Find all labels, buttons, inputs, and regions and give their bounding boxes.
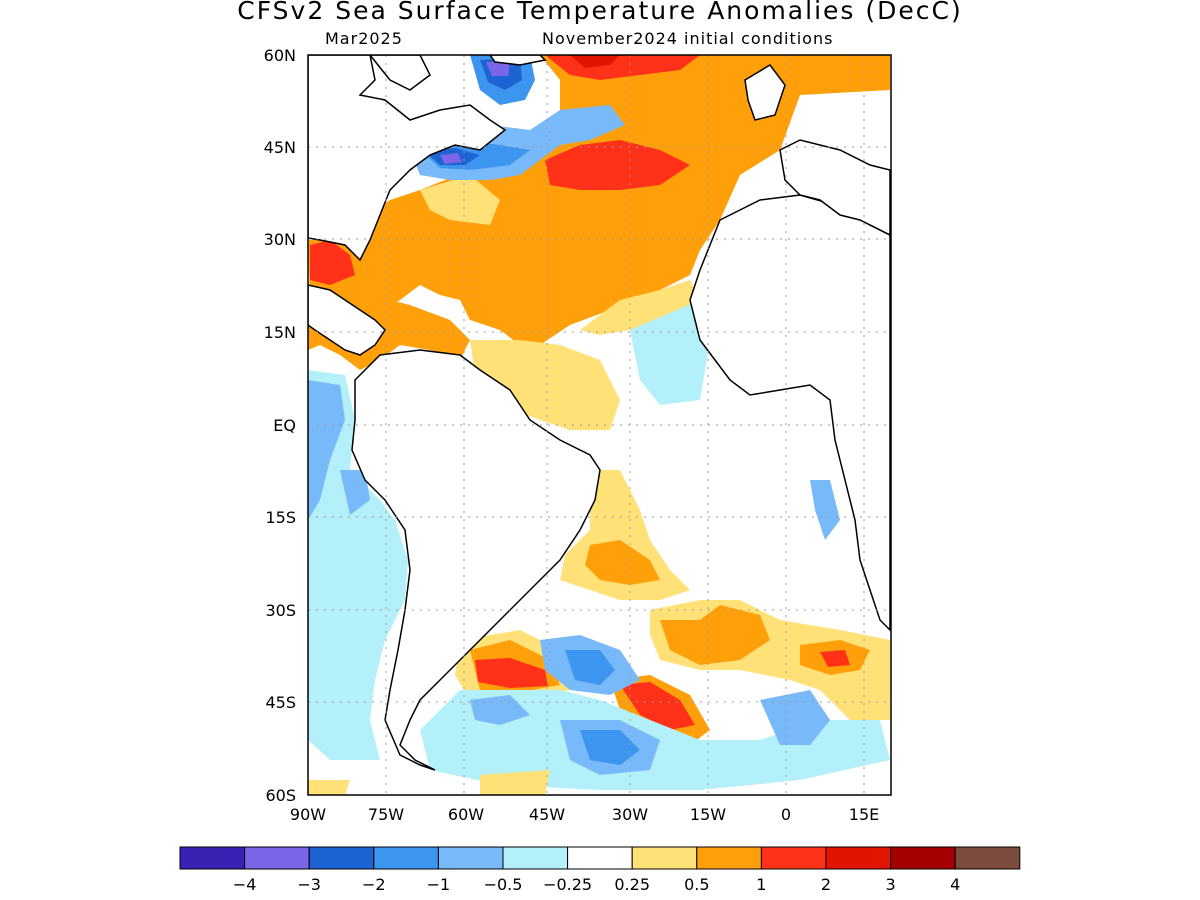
lat-label: 30S xyxy=(265,601,296,620)
colorbar-swatch xyxy=(373,846,439,870)
colorbar-label: 3 xyxy=(886,875,896,894)
lon-label: 15E xyxy=(849,805,879,824)
colorbar-label: 1 xyxy=(756,875,766,894)
lat-label: 45N xyxy=(264,138,296,157)
colorbar-swatch xyxy=(437,846,504,870)
colorbar-swatch xyxy=(308,846,375,870)
colorbar-label: 4 xyxy=(950,875,960,894)
lat-label: 45S xyxy=(265,693,296,712)
colorbar-swatch xyxy=(954,846,1021,870)
forecast-month-label: Mar2025 xyxy=(325,29,403,48)
colorbar-label: 0.5 xyxy=(684,875,709,894)
lat-label: 60S xyxy=(265,786,296,805)
lon-label: 75W xyxy=(368,805,404,824)
lat-label: 30N xyxy=(264,230,296,249)
gridlines xyxy=(308,55,891,795)
colorbar-label: −4 xyxy=(233,875,257,894)
anomaly-field xyxy=(308,55,891,795)
colorbar-label: −2 xyxy=(362,875,386,894)
lon-label: 15W xyxy=(690,805,726,824)
lat-label: 15N xyxy=(264,323,296,342)
uk-land xyxy=(744,64,786,121)
colorbar-label: 0.25 xyxy=(614,875,650,894)
colorbar-label: −0.25 xyxy=(543,875,592,894)
pacific-coast-cool-band xyxy=(308,370,408,760)
coastline xyxy=(308,55,891,771)
south-america-land xyxy=(351,349,601,771)
colorbar-swatch xyxy=(825,846,892,870)
lon-axis: 90W 75W 60W 45W 30W 15W 0 15E xyxy=(290,805,879,824)
colorbar-label: −3 xyxy=(297,875,321,894)
lat-label: 15S xyxy=(265,508,296,527)
lat-axis: 60N 45N 30N 15N EQ 15S 30S 45S 60S xyxy=(264,46,296,805)
north-america-land xyxy=(308,55,507,262)
colorbar-label: −0.5 xyxy=(484,875,523,894)
lon-label: 60W xyxy=(448,805,484,824)
lat-label-equator: EQ xyxy=(273,416,296,435)
colorbar-label: 2 xyxy=(821,875,831,894)
colorbar-swatch xyxy=(631,846,698,870)
colorbar-swatch xyxy=(179,846,246,870)
colorbar-label: −1 xyxy=(427,875,451,894)
warm-core-mid-atlantic xyxy=(545,140,690,190)
colorbar-swatch xyxy=(890,846,956,870)
north-atlantic-warm-region xyxy=(308,55,890,345)
lon-label: 0 xyxy=(781,805,791,824)
colorbar-swatch xyxy=(696,846,762,870)
colorbar-swatch xyxy=(244,846,310,870)
europe-land xyxy=(779,139,891,237)
lon-label: 45W xyxy=(529,805,565,824)
lon-label: 90W xyxy=(290,805,326,824)
lat-label: 60N xyxy=(264,46,296,65)
initial-conditions-label: November2024 initial conditions xyxy=(542,29,834,48)
colorbar-swatch xyxy=(760,846,827,870)
greenland-land xyxy=(369,55,431,91)
central-america-land xyxy=(308,284,386,356)
colorbar-swatch xyxy=(567,846,633,870)
colorbar-swatch xyxy=(502,846,569,870)
lon-label: 30W xyxy=(612,805,648,824)
chart-title: CFSv2 Sea Surface Temperature Anomalies … xyxy=(237,0,963,25)
plot-frame xyxy=(307,54,892,796)
